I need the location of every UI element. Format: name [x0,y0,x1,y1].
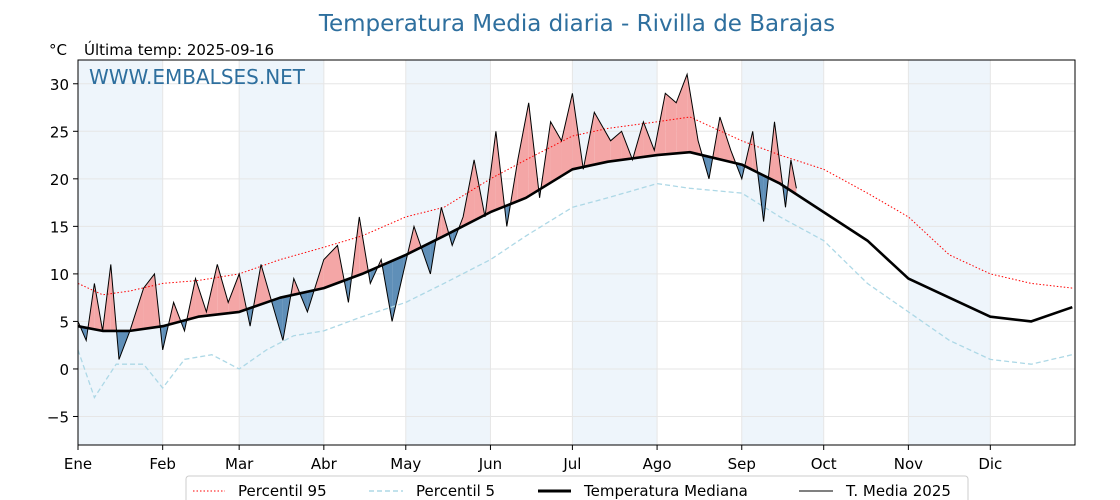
fill-above-median [687,74,699,155]
fill-above-median [643,121,655,157]
x-tick-label: Oct [811,455,837,473]
grid-lines [77,60,1075,445]
month-band [741,60,824,445]
legend-item-median: Temperatura Mediana [538,482,748,500]
x-tick-label: Mar [225,455,254,473]
last-temp-label: Última temp: 2025-09-16 [84,40,274,59]
fill-above-median [217,264,229,315]
plot-area: WWW.EMBALSES.NET [77,59,1076,446]
legend-label-p95: Percentil 95 [238,482,327,500]
x-tick-label: Dic [978,455,1002,473]
fill-below-median [392,256,404,322]
series-line-p95 [77,116,1073,296]
fill-above-median [594,112,611,165]
series-lines [77,72,1073,399]
legend-item-p5: Percentil 5 [369,482,495,500]
y-tick-label: 25 [50,123,69,141]
x-tick-label: Abr [311,455,338,473]
y-tick-label: 0 [59,361,69,379]
x-tick-label: Jun [478,455,502,473]
fill-above-median [228,273,240,314]
legend: Percentil 95 Percentil 5 Temperatura Med… [185,475,969,500]
unit-label: °C [49,41,67,59]
y-tick-label: 30 [50,76,69,94]
fill-above-median [676,74,688,154]
fill-above-median [550,121,562,183]
month-band [908,60,991,445]
x-tick-label: Ene [64,455,92,473]
x-tick-label: Sep [728,455,756,473]
x-axis: Ene Feb Mar Abr May Jun Jul Ago Sep Oct Nov Dic [64,445,1002,473]
plot-frame [77,59,1076,446]
x-tick-label: Nov [894,455,923,473]
legend-box [185,475,969,500]
y-tick-label: 20 [50,171,69,189]
y-tick-label: −5 [47,408,69,426]
fill-above-median [719,117,731,162]
y-tick-label: 10 [50,266,69,284]
x-tick-label: Jul [562,455,581,473]
x-tick-label: Ago [643,455,672,473]
month-band [572,60,658,445]
month-band [405,60,491,445]
legend-item-current: T. Media 2025 [799,482,951,500]
fill-above-median [561,93,573,177]
series-line-current [77,72,797,360]
legend-label-current: T. Media 2025 [845,482,951,500]
month-band [239,60,324,445]
chart-title: Temperatura Media diaria - Rivilla de Ba… [318,11,835,37]
x-tick-label: Feb [149,455,176,473]
watermark: WWW.EMBALSES.NET [89,65,306,89]
y-tick-label: 15 [50,218,69,236]
series-line-p5 [77,182,1073,399]
fill-above-median [665,93,677,155]
series-line-median [77,150,1073,333]
x-tick-label: May [390,455,421,473]
legend-item-p95: Percentil 95 [193,482,327,500]
legend-label-median: Temperatura Mediana [583,482,748,500]
fill-above-median [632,121,644,159]
month-bands [78,60,991,445]
fill-above-median [517,102,529,202]
y-axis: −5 0 5 10 15 20 25 30 [47,76,78,426]
legend-label-p5: Percentil 5 [416,482,495,500]
y-tick-label: 5 [59,313,69,331]
month-band [78,60,163,445]
